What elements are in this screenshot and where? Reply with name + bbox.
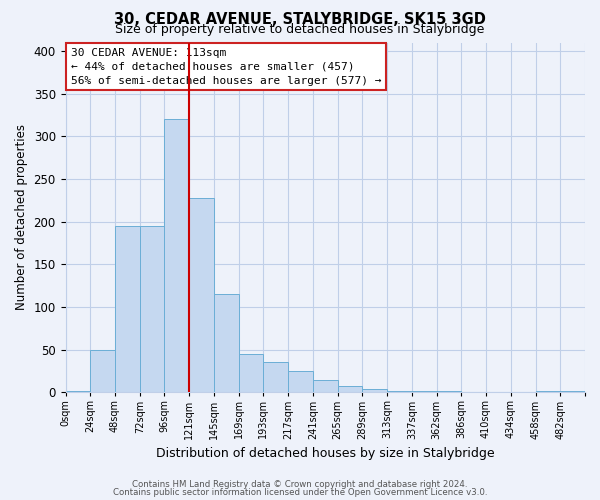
Text: 30 CEDAR AVENUE: 113sqm
← 44% of detached houses are smaller (457)
56% of semi-d: 30 CEDAR AVENUE: 113sqm ← 44% of detache…	[71, 48, 381, 86]
Bar	[140, 226, 164, 392]
Bar	[536, 390, 560, 392]
Text: Contains HM Land Registry data © Crown copyright and database right 2024.: Contains HM Land Registry data © Crown c…	[132, 480, 468, 489]
Bar	[263, 362, 288, 392]
Bar	[313, 380, 338, 392]
Bar	[362, 389, 387, 392]
Text: Contains public sector information licensed under the Open Government Licence v3: Contains public sector information licen…	[113, 488, 487, 497]
Bar	[560, 390, 585, 392]
Bar	[239, 354, 263, 393]
Bar	[387, 390, 412, 392]
Bar	[90, 350, 115, 393]
Bar	[65, 390, 90, 392]
X-axis label: Distribution of detached houses by size in Stalybridge: Distribution of detached houses by size …	[156, 447, 494, 460]
Bar	[338, 386, 362, 392]
Bar	[189, 198, 214, 392]
Bar	[115, 226, 140, 392]
Y-axis label: Number of detached properties: Number of detached properties	[15, 124, 28, 310]
Text: 30, CEDAR AVENUE, STALYBRIDGE, SK15 3GD: 30, CEDAR AVENUE, STALYBRIDGE, SK15 3GD	[114, 12, 486, 26]
Bar	[288, 371, 313, 392]
Bar	[164, 120, 189, 392]
Bar	[214, 294, 239, 392]
Bar	[412, 390, 437, 392]
Text: Size of property relative to detached houses in Stalybridge: Size of property relative to detached ho…	[115, 22, 485, 36]
